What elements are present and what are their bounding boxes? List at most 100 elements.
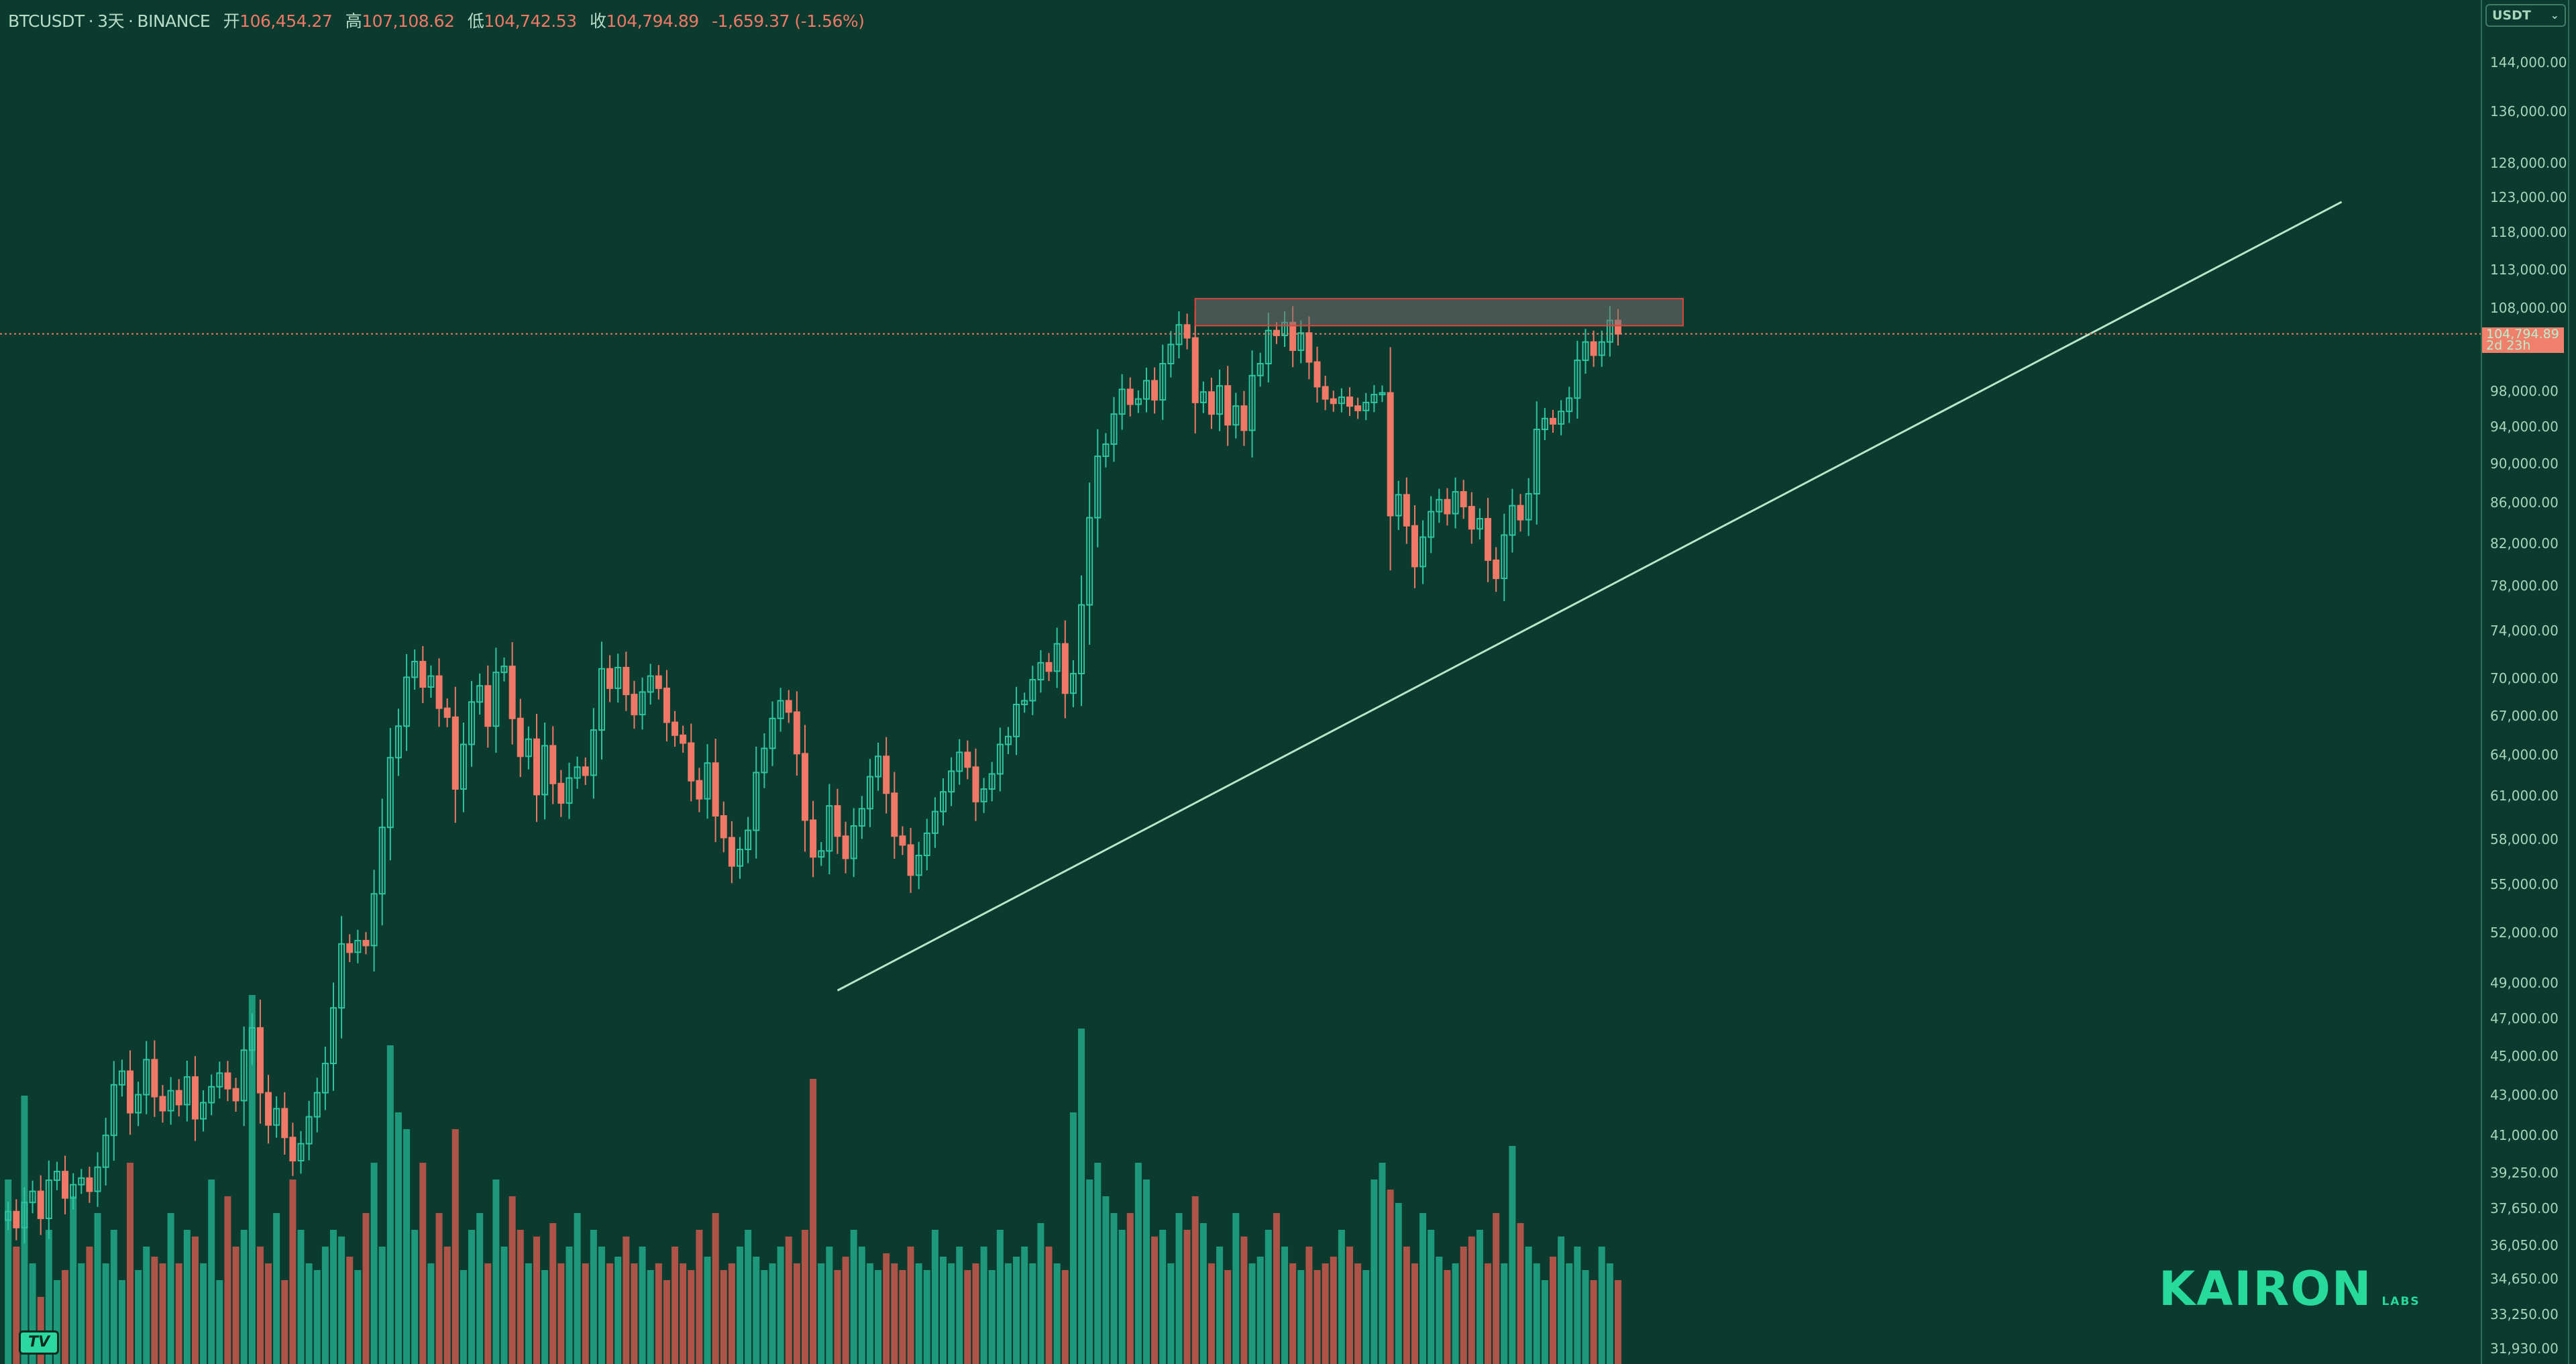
volume-bar [167,1213,174,1364]
volume-bar [1533,1263,1540,1364]
candle-down [785,700,792,713]
volume-bar [1460,1247,1467,1364]
price-tick: 37,650.00 [2490,1200,2559,1216]
candle-down [1468,506,1475,530]
price-axis[interactable] [2481,0,2569,1364]
currency-label: USDT [2492,8,2531,23]
price-tick: 90,000.00 [2490,456,2559,472]
volume-bar [557,1263,565,1364]
candle-down [13,1210,20,1228]
volume-bar [1476,1230,1483,1364]
volume-bar [517,1230,524,1364]
change-value: -1,659.37 [712,11,790,31]
candle-up [1582,341,1589,361]
volume-bar [1614,1280,1621,1364]
candle-down [696,780,703,800]
candle-down [256,1027,264,1094]
price-tick: 94,000.00 [2490,418,2559,435]
interval[interactable]: 3天 [97,11,124,31]
candle-down [899,835,906,846]
volume-bar [1305,1247,1313,1364]
candle-up [590,729,597,776]
volume-bar [256,1247,264,1364]
candle-down [127,1070,133,1114]
currency-selector[interactable]: USDT ⌄ [2485,4,2566,27]
volume-bar [712,1213,719,1364]
volume-bar [346,1257,354,1364]
candle-down [964,751,971,768]
candle-down [672,721,679,736]
candle-up [1574,359,1581,399]
volume-bar [606,1263,614,1364]
price-tick: 61,000.00 [2490,788,2559,804]
volume-bar [411,1230,419,1364]
candle-up [541,745,549,796]
volume-bar [151,1257,158,1364]
price-tick: 39,250.00 [2490,1164,2559,1181]
candle-up [208,1086,215,1104]
candle-down [680,734,687,744]
volume-bar [313,1270,321,1364]
volume-bar [826,1247,833,1364]
candle-up [1395,494,1402,517]
candle-up [338,943,345,1009]
candle-up [1159,363,1167,401]
volume-bar [1110,1213,1118,1364]
candle-up [1053,643,1061,672]
candle-down [549,745,557,784]
candle-down [663,687,670,723]
volume-bar [866,1263,873,1364]
symbol[interactable]: BTCUSDT [8,11,85,31]
candle-up [1558,411,1565,425]
volume-bar [655,1263,662,1364]
volume-bar [330,1230,337,1364]
candle-down [419,661,427,688]
volume-bar [1501,1263,1508,1364]
volume-bar [1256,1257,1264,1364]
price-tick: 78,000.00 [2490,578,2559,594]
volume-bar [232,1247,239,1364]
volume-bar [1029,1263,1036,1364]
candle-down [175,1090,182,1106]
volume-bar [1273,1213,1280,1364]
volume-bar [956,1247,963,1364]
candle-down [834,805,841,837]
volume-bar [45,1230,52,1364]
last-price: 104,794.89 [2486,327,2559,342]
volume-bar [265,1263,272,1364]
price-tick: 118,000.00 [2490,224,2567,241]
volume-bar [1191,1196,1199,1364]
candle-up [1566,397,1573,413]
price-tick: 136,000.00 [2490,103,2567,119]
volume-bar [1574,1247,1581,1364]
volume-bar [1053,1263,1061,1364]
volume-bar [582,1263,589,1364]
candle-down [728,837,735,867]
volume-bar [1199,1223,1207,1364]
volume-bar [224,1196,231,1364]
candle-up [1525,492,1532,521]
volume-bar [590,1230,597,1364]
volume-bar [370,1163,378,1364]
volume-bar [191,1237,199,1364]
candle-up [110,1084,117,1137]
candle-up [1297,332,1305,352]
volume-bar [623,1237,630,1364]
low-value: 104,742.53 [484,11,577,31]
price-tick: 144,000.00 [2490,54,2567,70]
close-label: 收 [589,11,606,31]
volume-bar [639,1247,646,1364]
candle-up [102,1135,109,1168]
candle-up [1436,499,1443,513]
candle-up [1118,388,1126,415]
candle-up [1004,735,1012,745]
volume-bar [769,1263,776,1364]
volume-bar [696,1230,703,1364]
volume-bar [1330,1257,1337,1364]
price-chart[interactable] [0,0,2481,1364]
tradingview-logo[interactable]: TV [19,1330,59,1355]
candle-up [1199,391,1207,403]
volume-bar [110,1230,117,1364]
volume-bar [484,1263,492,1364]
last-price-label: 104,794.89 2d 23h [2482,327,2564,353]
